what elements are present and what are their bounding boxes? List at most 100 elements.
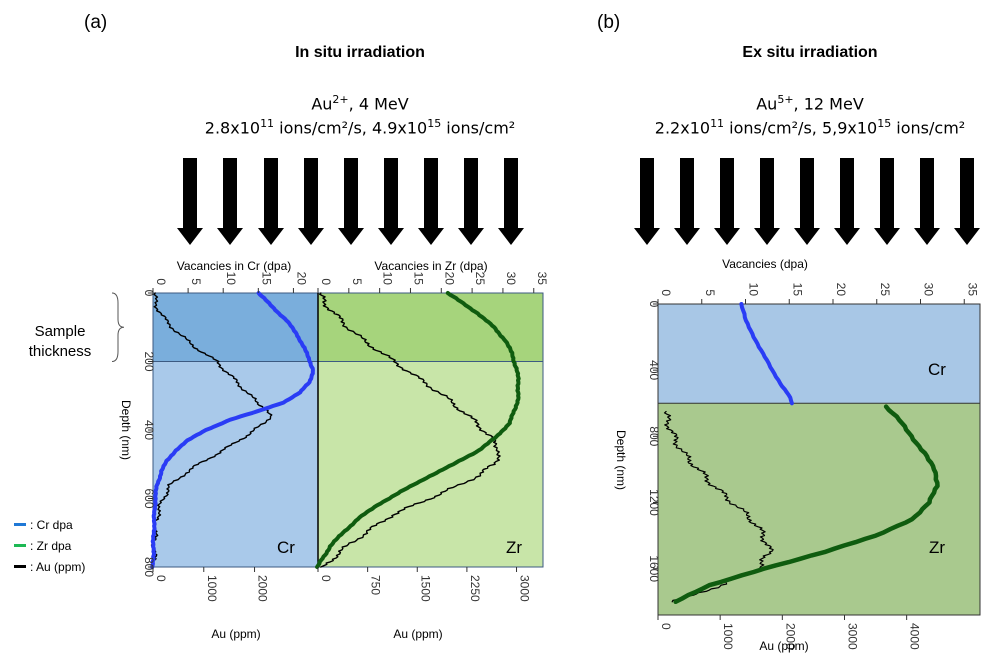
b-dpa-tick-label: 20 — [834, 283, 848, 297]
b-dpa-tick-label: 5 — [703, 289, 717, 296]
b-cr-region-label: Cr — [928, 360, 946, 379]
b-ppm-tick-label: 1000 — [721, 623, 735, 650]
arrow-icon-a3 — [298, 158, 324, 245]
zr-dpa-tick-label: 35 — [535, 272, 549, 286]
zr-ppm-tick-label: 3000 — [518, 575, 532, 602]
b-dpa-tick-label: 35 — [965, 283, 979, 297]
legend-swatch-au — [14, 565, 26, 568]
zr-ppm-tick-label: 2250 — [468, 575, 482, 602]
cr-layer-region — [658, 304, 980, 404]
flux-p2: ions/cm²/s, 5,9x10 — [724, 118, 878, 138]
flux-p1: 2.8x10 — [204, 118, 261, 138]
b-dpa-tick-label: 10 — [747, 283, 761, 297]
zr-dpa-tick-label: 20 — [442, 272, 456, 286]
flux-e1: 11 — [260, 117, 275, 130]
panel-a-flux: 2.8x1011 ions/cm²/s, 4.9x1015 ions/cm² — [150, 117, 570, 137]
sample-thickness-brace — [111, 292, 125, 362]
arrow-icon-a1 — [217, 158, 243, 245]
cr-ppm-tick-label: 1000 — [205, 575, 219, 602]
depth-tick-label: 0 — [142, 290, 156, 297]
zr-region-label: Zr — [506, 538, 522, 557]
cr-dpa-tick-label: 20 — [294, 272, 308, 286]
flux-p3: ions/cm² — [441, 118, 516, 138]
sample-thickness-line-1: Sample — [34, 323, 86, 340]
b-dpa-tick-label: 0 — [659, 289, 673, 296]
b-ppm-tick-label: 4000 — [908, 623, 922, 650]
cr-au-ppm-line — [150, 292, 273, 568]
zr-dpa-line — [315, 291, 521, 569]
sample-thickness-line-2: thickness — [28, 343, 92, 360]
b-depth-tick-label: 1600 — [647, 555, 661, 582]
arrow-icon-b1 — [674, 158, 700, 245]
b-cr-dpa-line — [739, 302, 794, 406]
arrow-icon-a4 — [338, 158, 364, 245]
panel-a-title: In situ irradiation — [295, 44, 425, 61]
arrow-icon-b2 — [714, 158, 740, 245]
ion-energy: , 4 MeV — [348, 94, 409, 114]
legend-swatch-cr — [14, 523, 26, 526]
depth-axis-title: Depth (nm) — [119, 400, 133, 460]
arrow-icon-a7 — [458, 158, 484, 245]
b-dpa-axis-title: Vacancies (dpa) — [722, 257, 808, 271]
arrow-icon-b5 — [834, 158, 860, 245]
legend-label: : Zr dpa — [30, 538, 72, 553]
b-depth-tick-label: 0 — [647, 301, 661, 308]
cr-dpa-tick-label: 5 — [189, 278, 203, 285]
ion-base: Au — [756, 94, 778, 114]
depth-tick-label: 600 — [142, 488, 156, 508]
arrow-icon-a0 — [177, 158, 203, 245]
b-depth-axis-title: Depth (nm) — [614, 430, 628, 490]
panel-b-title: Ex situ irradiation — [742, 44, 878, 61]
panel-b-chart: 0 5 10 15 20 25 30 35 0 1000 2000 3000 4000 0 400 800 12… — [614, 257, 981, 653]
b-depth-tick-label: 800 — [647, 426, 661, 446]
zr-dpa-tick-label: 15 — [411, 272, 425, 286]
b-zr-region-label: Zr — [929, 538, 945, 557]
flux-p1: 2.2x10 — [654, 118, 711, 138]
cr-dpa-axis-title: Vacancies in Cr (dpa) — [177, 259, 292, 273]
flux-e2: 15 — [877, 117, 892, 130]
b-ppm-axis-title: Au (ppm) — [759, 639, 808, 653]
cr-dpa-tick-label: 15 — [259, 272, 273, 286]
ion-beam-arrows — [177, 158, 980, 245]
b-ppm-tick-label: 2000 — [783, 623, 797, 650]
arrow-icon-a8 — [498, 158, 524, 245]
zr-dpa-tick-label: 30 — [504, 272, 518, 286]
arrow-icon-a6 — [418, 158, 444, 245]
arrow-icon-b4 — [794, 158, 820, 245]
ion-base: Au — [311, 94, 333, 114]
flux-p2: ions/cm²/s, 4.9x10 — [274, 118, 428, 138]
zr-substrate-region — [318, 361, 543, 567]
b-zr-dpa-line — [673, 404, 940, 605]
ion-energy: , 12 MeV — [793, 94, 864, 114]
cr-dpa-line — [150, 291, 315, 569]
b-ppm-tick-label: 3000 — [845, 623, 859, 650]
zr-ppm-axis-title: Au (ppm) — [393, 627, 442, 641]
b-dpa-tick-label: 25 — [878, 283, 892, 297]
panel-b-ion: Au5+, 12 MeV — [660, 93, 960, 113]
panel-b-flux: 2.2x1011 ions/cm²/s, 5,9x1015 ions/cm² — [598, 117, 984, 137]
b-depth-tick-label: 1200 — [647, 489, 661, 516]
zr-ppm-tick-label: 750 — [369, 575, 383, 595]
cr-ppm-tick-label: 2000 — [256, 575, 270, 602]
panel-a-ion: Au2+, 4 MeV — [210, 93, 510, 113]
legend-item-zr-dpa: : Zr dpa — [14, 535, 85, 556]
sample-thickness-label: Sample thickness — [24, 322, 96, 362]
cr-substrate-region — [153, 361, 318, 567]
zr-dpa-tick-label: 5 — [350, 278, 364, 285]
ion-charge: 2+ — [332, 93, 349, 106]
flux-e2: 15 — [427, 117, 442, 130]
cr-region-label: Cr — [277, 538, 295, 557]
b-dpa-tick-label: 15 — [790, 283, 804, 297]
depth-tick-label: 800 — [142, 557, 156, 577]
zr-ppm-tick-label: 1500 — [418, 575, 432, 602]
panel-a-letter: (a) — [84, 12, 108, 33]
zr-sample-region — [318, 293, 543, 362]
b-dpa-tick-label: 30 — [922, 283, 936, 297]
legend-item-cr-dpa: : Cr dpa — [14, 514, 85, 535]
zr-au-ppm-line — [319, 292, 501, 568]
arrow-icon-a2 — [258, 158, 284, 245]
cr-dpa-tick-label: 10 — [224, 272, 238, 286]
arrow-icon-a5 — [378, 158, 404, 245]
cr-ppm-tick-label: 0 — [154, 575, 168, 582]
